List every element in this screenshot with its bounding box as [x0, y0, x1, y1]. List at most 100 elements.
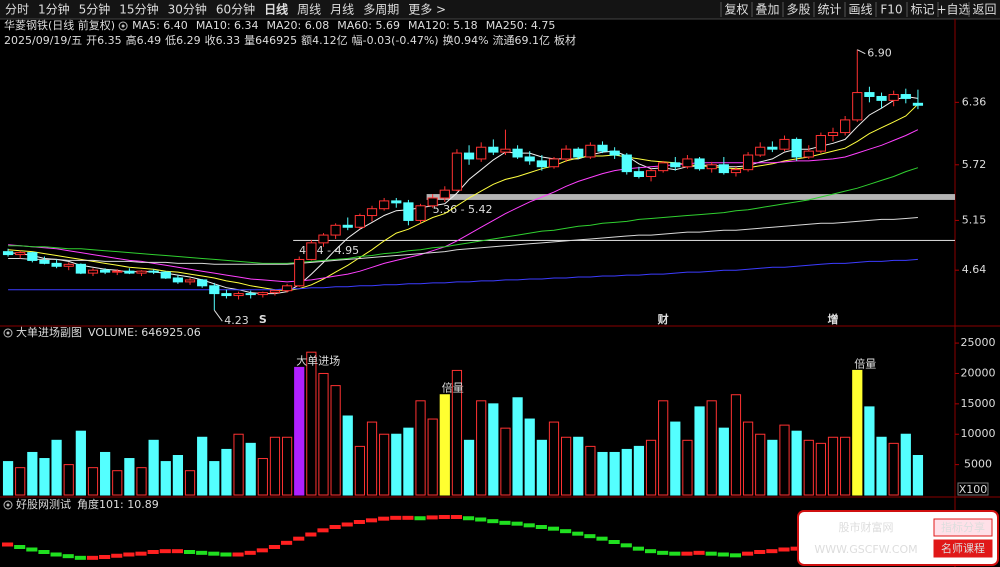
- candle-body: [706, 164, 717, 170]
- period-tab[interactable]: 30分钟: [168, 2, 207, 17]
- volume-bar: [888, 442, 899, 496]
- volume-bar: [633, 445, 645, 496]
- quote-info: 2025/09/19/五: [4, 34, 82, 47]
- indicator-step: [305, 532, 317, 537]
- volume-bar: [51, 439, 62, 496]
- indicator-step: [717, 552, 729, 557]
- volume-bar: [840, 436, 851, 496]
- volume-bar: [852, 369, 863, 496]
- toolbar-button[interactable]: 返回: [972, 3, 996, 17]
- volume-bar: [269, 436, 281, 496]
- quote-info: 开6.35: [86, 34, 122, 47]
- indicator-step: [475, 517, 487, 522]
- indicator-step: [353, 520, 365, 524]
- legend-entry: MA250: 4.75: [486, 19, 556, 32]
- volume-bar: [694, 406, 705, 496]
- indicator-step: [196, 550, 208, 555]
- candle-body: [779, 138, 790, 150]
- panel-title: 好股网测试: [16, 497, 71, 511]
- indicator-step: [681, 551, 693, 556]
- period-tab[interactable]: 月线: [330, 3, 354, 17]
- toolbar-button[interactable]: F10: [880, 3, 902, 17]
- volume-bar: [524, 418, 535, 496]
- panel-value: VOLUME: 646925.06: [88, 326, 201, 339]
- volume-bar: [245, 442, 256, 496]
- legend-entry: MA20: 6.08: [267, 19, 330, 32]
- candle-body: [257, 292, 268, 296]
- period-tab[interactable]: 周线: [297, 3, 321, 17]
- toolbar-button[interactable]: +自选: [936, 3, 970, 17]
- y-tick-label: 20000: [961, 366, 996, 379]
- period-tab[interactable]: 日线: [264, 2, 288, 17]
- period-tab[interactable]: 分时: [5, 3, 29, 17]
- period-tab[interactable]: 更多 >: [408, 3, 446, 17]
- volume-bar: [63, 464, 74, 496]
- annotation-leader: [213, 309, 223, 322]
- indicator-step: [766, 549, 778, 554]
- quote-info: 幅-0.03(-0.47%): [352, 34, 439, 47]
- candle-body: [439, 189, 450, 199]
- indicator-step: [268, 545, 281, 549]
- panel-icon: [3, 500, 13, 510]
- indicator-step: [693, 550, 705, 555]
- indicator-step: [572, 531, 584, 536]
- period-tab[interactable]: 1分钟: [38, 2, 70, 17]
- panel-value: 角度101: 10.89: [77, 497, 159, 511]
- candle-body: [112, 270, 123, 273]
- period-tab[interactable]: 5分钟: [79, 2, 111, 17]
- unit-box: [957, 482, 989, 496]
- quote-info: 额4.12亿: [301, 34, 348, 47]
- volume-bar: [27, 451, 38, 496]
- toolbar-button[interactable]: 标记: [910, 3, 934, 17]
- indicator-step: [560, 529, 572, 534]
- indicator-step: [2, 542, 14, 547]
- period-tab[interactable]: 60分钟: [216, 2, 255, 17]
- toolbar-button[interactable]: 多股: [786, 3, 810, 17]
- toolbar-button[interactable]: 统计: [817, 3, 841, 17]
- watermark-tag: 名师课程: [941, 541, 985, 555]
- panel-icon-dot: [6, 331, 10, 335]
- quote-info: 高6.49: [126, 33, 162, 47]
- price-annotation: 4.23: [224, 314, 249, 327]
- period-tab[interactable]: 多周期: [363, 3, 399, 17]
- volume-bar: [585, 445, 596, 496]
- volume-bar: [39, 458, 50, 496]
- y-tick-label: 5.72: [962, 158, 987, 171]
- candle-body: [245, 293, 256, 296]
- toolbar-button[interactable]: 画线: [848, 3, 872, 17]
- indicator-step: [632, 546, 644, 551]
- toolbar-button[interactable]: 叠加: [755, 3, 779, 17]
- candle-body: [694, 158, 705, 170]
- watermark-title: 股市财富网: [839, 520, 894, 534]
- indicator-step: [426, 515, 438, 520]
- level-label: 5.36 - 5.42: [433, 203, 493, 216]
- toolbar-button[interactable]: 复权: [724, 3, 748, 17]
- indicator-step: [596, 536, 608, 541]
- candle-body: [294, 258, 305, 287]
- volume-bar: [197, 436, 208, 496]
- indicator-step: [208, 551, 220, 556]
- candle-body: [645, 170, 657, 177]
- indicator-step: [171, 549, 183, 554]
- candle-body: [718, 164, 729, 174]
- volume-bar: [463, 439, 475, 496]
- candle-body: [379, 200, 390, 210]
- volume-bar: [451, 369, 463, 496]
- volume-bar: [148, 439, 159, 496]
- indicator-step: [256, 548, 268, 553]
- annotation-leader: [857, 49, 866, 55]
- indicator-step: [729, 553, 742, 558]
- period-tab[interactable]: 15分钟: [119, 2, 158, 17]
- indicator-step: [450, 515, 462, 519]
- volume-bar: [415, 400, 426, 496]
- indicator-step: [341, 522, 353, 527]
- indicator-step: [414, 516, 426, 521]
- volume-bar: [706, 400, 717, 496]
- indicator-step: [293, 536, 305, 541]
- candle-body: [609, 150, 620, 156]
- indicator-step: [547, 526, 560, 531]
- indicator-step: [778, 547, 790, 552]
- candle-body: [354, 215, 365, 228]
- indicator-step: [62, 554, 74, 559]
